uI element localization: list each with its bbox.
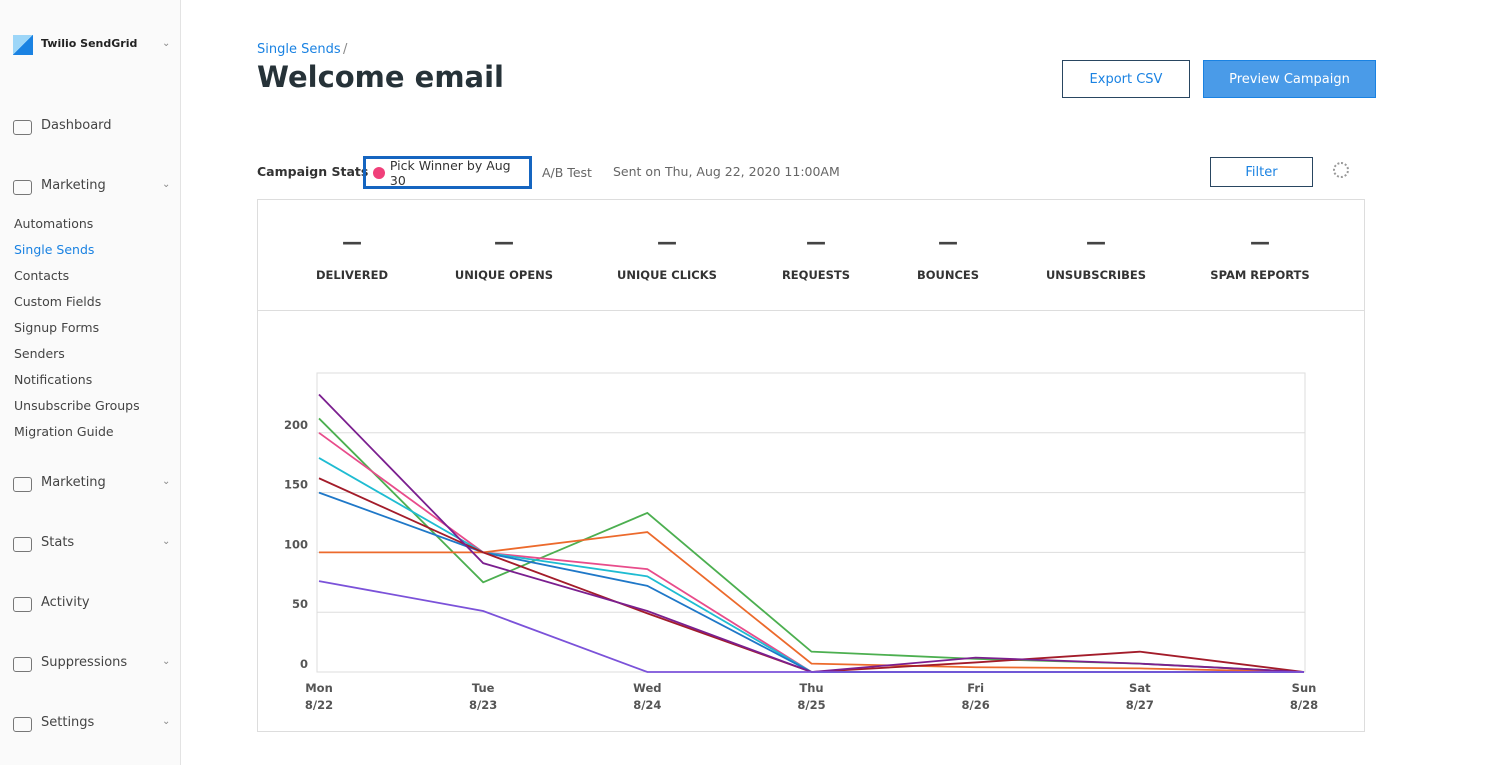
nav-icon bbox=[13, 477, 32, 492]
x-tick-label: 8/26 bbox=[962, 698, 990, 712]
test-type: A/B Test bbox=[542, 165, 592, 180]
badge-text: Pick Winner by Aug 30 bbox=[389, 157, 511, 188]
stat-label: UNIQUE OPENS bbox=[454, 268, 554, 282]
breadcrumb-separator: / bbox=[343, 42, 348, 57]
chevron[interactable]: ⌄ bbox=[162, 476, 171, 487]
nav-subitem[interactable]: Notifications bbox=[14, 372, 93, 387]
series-line bbox=[318, 580, 1304, 673]
y-tick-label: 150 bbox=[284, 478, 308, 492]
nav-subitem[interactable]: Unsubscribe Groups bbox=[14, 398, 140, 413]
chart: 0 50 100 150 200 Mon 8/22 Tue 8/23 Wed 8/24 Thu 8/25… bbox=[257, 310, 1365, 732]
stat-value: — bbox=[494, 230, 514, 254]
nav-icon bbox=[13, 180, 32, 195]
nav-subitem[interactable]: Migration Guide bbox=[14, 424, 114, 439]
y-tick-label: 100 bbox=[284, 537, 308, 551]
nav-icon bbox=[13, 120, 32, 135]
x-tick-label: Tue bbox=[472, 681, 495, 695]
nav-subitem[interactable]: Signup Forms bbox=[14, 320, 100, 335]
nav-item[interactable]: Suppressions bbox=[41, 655, 128, 670]
series-line bbox=[318, 491, 1304, 673]
stat-label: SPAM REPORTS bbox=[1210, 268, 1310, 282]
page-title: Welcome email bbox=[257, 60, 504, 94]
badge[interactable]: Pick Winner by Aug 30 bbox=[363, 156, 532, 189]
x-tick-label: Fri bbox=[967, 681, 984, 695]
settings-icon[interactable] bbox=[1333, 162, 1349, 178]
nav-item[interactable]: Stats bbox=[41, 535, 75, 550]
preview-button[interactable]: Preview Campaign bbox=[1203, 60, 1376, 98]
chevron[interactable]: ⌄ bbox=[162, 536, 171, 547]
stat-value: — bbox=[806, 230, 826, 254]
nav-item[interactable]: Dashboard bbox=[41, 118, 112, 133]
export-button[interactable]: Export CSV bbox=[1062, 60, 1190, 98]
chevron[interactable]: ⌄ bbox=[162, 38, 171, 49]
y-tick-label: 0 bbox=[300, 657, 308, 671]
nav-icon bbox=[13, 717, 32, 732]
stat-value: — bbox=[342, 230, 362, 254]
stat-label: BOUNCES bbox=[916, 268, 980, 282]
series-line bbox=[318, 393, 1305, 673]
x-tick-label: Wed bbox=[633, 681, 661, 695]
breadcrumb[interactable]: Single Sends bbox=[257, 42, 341, 57]
y-tick-label: 50 bbox=[292, 597, 308, 611]
logo-icon bbox=[13, 35, 33, 55]
nav-subitem[interactable]: Contacts bbox=[14, 268, 70, 283]
nav-item[interactable]: Activity bbox=[41, 595, 90, 610]
nav-item[interactable]: Marketing bbox=[41, 475, 106, 490]
stat-value: — bbox=[1086, 230, 1106, 254]
nav-icon bbox=[13, 537, 32, 552]
nav-item[interactable]: Marketing bbox=[41, 178, 106, 193]
nav-item[interactable]: Settings bbox=[41, 715, 95, 730]
x-tick-label: 8/23 bbox=[469, 698, 497, 712]
nav-icon bbox=[13, 597, 32, 612]
stat-value: — bbox=[657, 230, 677, 254]
sidebar: Twilio SendGrid ⌄ Dashboard Marketing ⌄ Aut… bbox=[0, 0, 181, 765]
badge-dot bbox=[373, 166, 385, 179]
stat-label: DELIVERED bbox=[315, 268, 389, 282]
plot-area bbox=[316, 372, 1306, 673]
stat-value: — bbox=[1250, 230, 1270, 254]
x-tick-label: Sun bbox=[1292, 681, 1317, 695]
stat-label: UNSUBSCRIBES bbox=[1045, 268, 1147, 282]
filter-button[interactable]: Filter bbox=[1210, 157, 1313, 187]
x-tick-label: 8/28 bbox=[1290, 698, 1318, 712]
x-tick-label: Mon bbox=[305, 681, 333, 695]
nav-subitem[interactable]: Single Sends bbox=[14, 242, 95, 257]
series-line bbox=[318, 477, 1305, 673]
x-tick-label: 8/27 bbox=[1126, 698, 1154, 712]
logo: Twilio SendGrid bbox=[41, 37, 138, 50]
chevron[interactable]: ⌄ bbox=[162, 179, 171, 190]
stat-value: — bbox=[938, 230, 958, 254]
y-tick-label: 200 bbox=[284, 418, 308, 432]
nav-subitem[interactable]: Automations bbox=[14, 216, 94, 231]
stat-label: UNIQUE CLICKS bbox=[617, 268, 717, 282]
x-tick-label: Sat bbox=[1129, 681, 1151, 695]
stats-label: Campaign Stats bbox=[257, 164, 369, 179]
x-tick-label: Thu bbox=[799, 681, 823, 695]
x-tick-label: 8/25 bbox=[797, 698, 825, 712]
nav-subitem[interactable]: Senders bbox=[14, 346, 65, 361]
chevron[interactable]: ⌄ bbox=[162, 656, 171, 667]
stats-box: — DELIVERED — UNIQUE OPENS — UNIQUE CLICKS — RE… bbox=[257, 199, 1365, 311]
x-tick-label: 8/24 bbox=[633, 698, 661, 712]
x-tick-label: 8/22 bbox=[305, 698, 333, 712]
stat-label: REQUESTS bbox=[781, 268, 851, 282]
chevron[interactable]: ⌄ bbox=[162, 716, 171, 727]
filter-text: Filter bbox=[1245, 164, 1278, 180]
sent-date: Sent on Thu, Aug 22, 2020 11:00AM bbox=[613, 164, 840, 179]
nav-icon bbox=[13, 657, 32, 672]
nav-subitem[interactable]: Custom Fields bbox=[14, 294, 102, 309]
